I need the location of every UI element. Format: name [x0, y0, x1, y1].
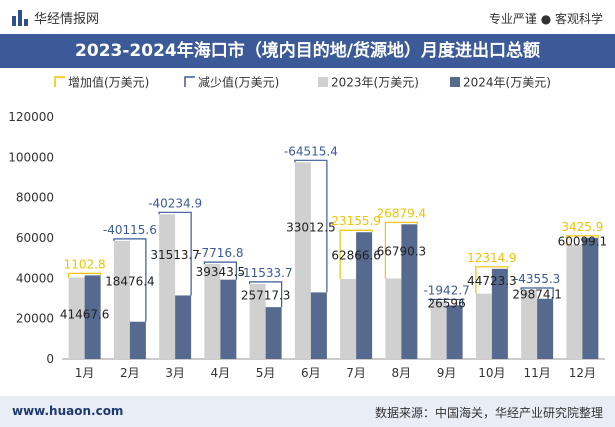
- y-tick-label: 40000: [16, 271, 54, 285]
- increase-bracket: [68, 272, 102, 278]
- value-label-2024: 60099.1: [558, 234, 608, 248]
- bar-2024: [401, 224, 418, 359]
- increase-bracket: [339, 229, 373, 279]
- change-label: 23155.9: [331, 214, 381, 228]
- change-label: 26879.4: [377, 206, 427, 220]
- decrease-bracket: [430, 298, 464, 306]
- x-tick-label: 1月: [75, 366, 95, 380]
- y-tick-label: 80000: [16, 191, 54, 205]
- value-label-2024: 39343.5: [196, 265, 246, 279]
- value-label-2024: 18476.4: [105, 274, 155, 288]
- bar-2024: [129, 321, 146, 359]
- value-label-2024: 41467.6: [60, 308, 110, 322]
- bar-2023: [113, 240, 130, 359]
- legend-label: 增加值(万美元): [68, 75, 149, 90]
- y-tick-label: 0: [46, 352, 54, 366]
- increase-bracket: [565, 235, 599, 245]
- value-label-2024: 44723.3: [467, 274, 517, 288]
- value-label-2024: 26596: [428, 296, 466, 310]
- y-tick-label: 120000: [8, 110, 54, 124]
- change-label: -4355.3: [514, 272, 560, 286]
- bar-2023: [204, 264, 221, 359]
- chart: 增加值(万美元) 减少值(万美元) 2023年(万美元) 2024年(万美元) 0 200…: [8, 75, 608, 381]
- legend-swatch: [318, 77, 328, 87]
- change-label: -40234.9: [148, 196, 202, 210]
- bar-2024: [220, 279, 237, 359]
- legend-swatch: [54, 76, 65, 87]
- website-link[interactable]: www.huaon.com: [12, 404, 124, 418]
- legend-label: 2024年(万美元): [463, 76, 551, 90]
- change-label: 3425.9: [561, 220, 603, 234]
- legend-swatch: [184, 76, 195, 87]
- legend-label: 减少值(万美元): [198, 75, 279, 90]
- logo-icon: [12, 9, 28, 26]
- y-tick-label: 100000: [8, 150, 54, 164]
- decrease-bracket: [294, 159, 328, 293]
- increase-bracket: [384, 221, 418, 279]
- y-tick-label: 20000: [16, 312, 54, 326]
- bar-2023: [294, 162, 311, 359]
- legend-swatch: [450, 77, 460, 87]
- data-source: 数据来源：中国海关，华经产业研究院整理: [374, 406, 603, 420]
- brand-name: 华经情报网: [34, 12, 100, 27]
- top-bar: 华经情报网 专业严谨 ● 客观科学: [0, 0, 615, 34]
- bar-2023: [385, 278, 402, 359]
- change-label: -11533.7: [239, 266, 293, 280]
- bar-2023: [68, 277, 85, 359]
- change-label: -64515.4: [284, 144, 338, 158]
- bar-2024: [310, 292, 327, 359]
- value-label-2024: 66790.3: [377, 244, 427, 258]
- change-label: 12314.9: [467, 251, 517, 265]
- x-tick-label: 9月: [437, 366, 457, 380]
- decrease-bracket: [203, 261, 237, 280]
- bar-2024: [175, 295, 192, 359]
- bar-2023: [249, 283, 266, 359]
- y-tick-label: 60000: [16, 231, 54, 245]
- change-label: -40115.6: [103, 223, 157, 237]
- footer: www.huaon.com 数据来源：中国海关，华经产业研究院整理: [0, 396, 615, 427]
- brand: 华经情报网: [12, 8, 99, 27]
- change-label: -7716.8: [197, 246, 243, 260]
- bar-2024: [84, 275, 101, 359]
- x-tick-label: 3月: [165, 366, 185, 380]
- bar-2023: [521, 289, 538, 359]
- bar-2024: [265, 307, 282, 359]
- bar-2023: [566, 244, 583, 359]
- slogan: 专业严谨 ● 客观科学: [488, 12, 603, 26]
- decrease-bracket: [249, 281, 283, 308]
- increase-bracket: [475, 266, 509, 294]
- x-tick-label: 11月: [523, 366, 550, 380]
- value-label-2024: 62866.6: [331, 249, 381, 263]
- x-tick-label: 4月: [211, 366, 231, 380]
- bar-2024: [356, 232, 373, 359]
- value-label-2024: 29874.1: [512, 287, 562, 301]
- bar-2023: [475, 293, 492, 359]
- change-label: 1102.8: [64, 257, 106, 271]
- bar-2024: [491, 268, 508, 359]
- x-tick-label: 8月: [392, 366, 412, 380]
- bar-2024: [537, 298, 554, 359]
- x-tick-label: 7月: [346, 366, 366, 380]
- decrease-bracket: [113, 238, 147, 322]
- value-label-2024: 33012.5: [286, 220, 336, 234]
- bar-2024: [582, 237, 599, 359]
- value-label-2024: 25717.3: [241, 289, 291, 303]
- decrease-bracket: [520, 287, 554, 299]
- decrease-bracket: [158, 211, 192, 296]
- x-tick-label: 2月: [120, 366, 140, 380]
- bar-2023: [340, 278, 357, 359]
- x-tick-label: 10月: [478, 366, 505, 380]
- bar-2024: [446, 305, 463, 359]
- x-tick-label: 5月: [256, 366, 276, 380]
- x-tick-label: 12月: [569, 366, 596, 380]
- chart-title: 2023-2024年海口市（境内目的地/货源地）月度进出口总额: [0, 34, 615, 68]
- legend-label: 2023年(万美元): [331, 76, 419, 90]
- change-label: -1942.7: [423, 283, 469, 297]
- bar-2023: [430, 301, 447, 359]
- value-label-2024: 31513.7: [150, 248, 200, 262]
- x-tick-label: 6月: [301, 366, 321, 380]
- bar-2023: [159, 214, 176, 359]
